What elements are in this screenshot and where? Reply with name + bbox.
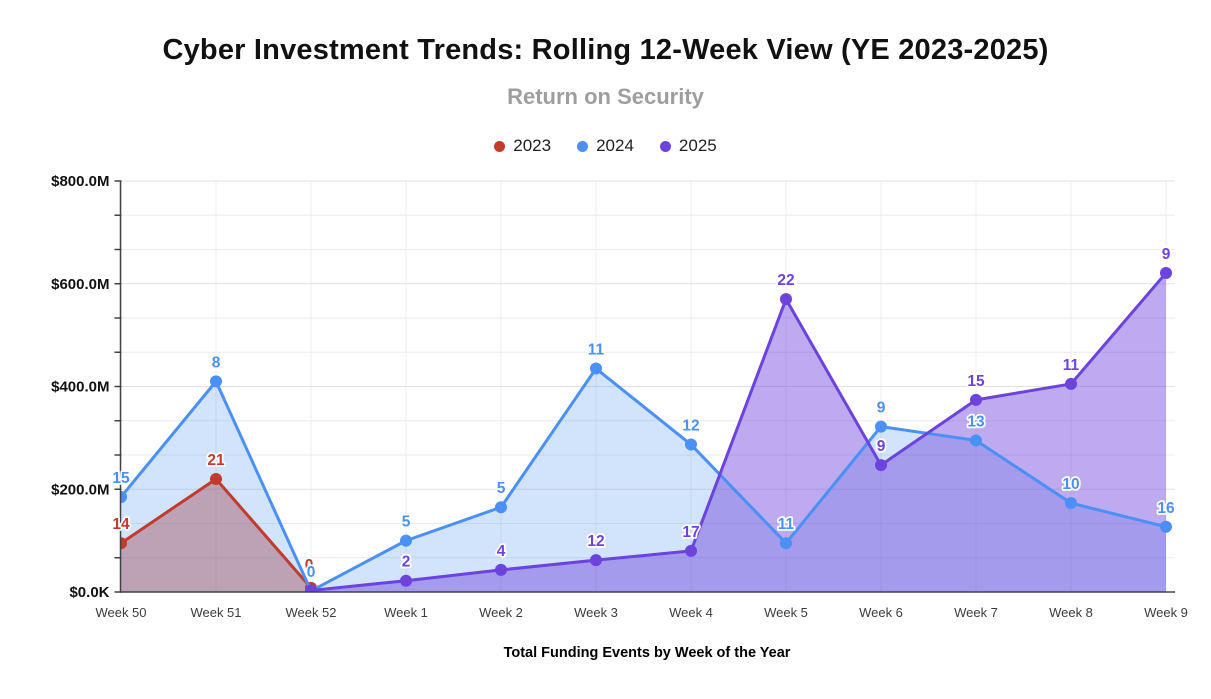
- x-tick-label: Week 8: [1049, 605, 1093, 620]
- x-tick-label: Week 52: [285, 605, 336, 620]
- data-label-2024-week-8: 10: [1062, 476, 1079, 493]
- data-point-2024-week-1: [400, 534, 412, 547]
- data-point-2025-week-8: [1065, 377, 1077, 390]
- x-tick-label: Week 6: [859, 605, 903, 620]
- legend-label-2023: 2023: [513, 136, 552, 155]
- data-point-2024-week-5: [780, 537, 792, 550]
- y-tick-label: $600.0M: [51, 276, 109, 293]
- data-label-2024-week-1: 5: [402, 514, 411, 531]
- x-tick-label: Week 50: [95, 605, 146, 620]
- data-point-2024-week-9: [1160, 520, 1172, 533]
- legend-item-2025[interactable]: 2025: [659, 136, 717, 156]
- data-label-2024-week-6: 9: [877, 400, 886, 417]
- chart-title: Cyber Investment Trends: Rolling 12-Week…: [162, 34, 1049, 66]
- data-label-2025-week-8: 11: [1063, 357, 1080, 374]
- y-tick-label: $800.0M: [51, 173, 109, 190]
- data-label-2025-week-9: 9: [1162, 246, 1171, 263]
- x-axis-title: Total Funding Events by Week of the Year: [503, 645, 791, 661]
- data-label-2025-week-7: 15: [967, 373, 985, 390]
- data-point-2024-week-3: [590, 362, 602, 375]
- data-point-2024-week-8: [1065, 497, 1077, 510]
- data-label-2023-week-50: 14: [112, 516, 130, 533]
- legend-dot-2024-icon: [577, 140, 589, 152]
- plot-area: [120, 266, 1172, 593]
- legend-label-2025: 2025: [678, 136, 717, 155]
- data-label-2025-week-4: 17: [682, 524, 699, 541]
- legend-dot-2023-icon: [494, 140, 506, 152]
- x-tick-label: Week 7: [954, 605, 998, 620]
- data-point-2025-week-4: [685, 544, 697, 557]
- data-label-2023-week-52: 0: [305, 557, 314, 574]
- y-tick-label: $200.0M: [51, 481, 109, 498]
- chart-legend: 2023 2024 2025: [0, 136, 1211, 156]
- data-label-2023-week-51: 21: [207, 452, 225, 469]
- data-point-2023-week-51: [210, 472, 222, 485]
- data-point-2025-week-1: [400, 574, 412, 587]
- data-label-2024-week-4: 12: [682, 418, 699, 435]
- data-point-2024-week-6: [875, 420, 887, 433]
- x-tick-label: Week 2: [479, 605, 523, 620]
- x-tick-label: Week 1: [384, 605, 428, 620]
- legend-dot-2025-icon: [659, 140, 671, 152]
- data-label-2025-week-1: 2: [402, 554, 411, 571]
- series-area-2025: [311, 272, 1166, 592]
- data-label-2024-week-7: 13: [967, 413, 985, 430]
- data-label-2025-week-5: 22: [777, 272, 794, 289]
- data-point-2025-week-7: [970, 393, 982, 406]
- data-point-2024-week-4: [685, 438, 697, 451]
- data-label-2024-week-50: 15: [112, 470, 130, 487]
- legend-label-2024: 2024: [596, 136, 634, 155]
- data-point-2023-week-50: [120, 537, 127, 550]
- data-label-2024-week-9: 16: [1157, 500, 1175, 517]
- data-point-2024-week-50: [120, 490, 127, 503]
- data-point-2025-week-3: [590, 554, 602, 567]
- x-tick-label: Week 4: [669, 605, 713, 620]
- data-point-2025-week-5: [780, 293, 792, 306]
- data-label-2024-week-51: 8: [212, 354, 221, 371]
- data-point-2024-week-7: [970, 434, 982, 447]
- data-point-2025-week-6: [875, 459, 887, 472]
- x-tick-label: Week 5: [764, 605, 808, 620]
- data-point-2024-week-2: [495, 501, 507, 514]
- series-area-2024: [121, 368, 1166, 592]
- series-line-2025: [309, 271, 1168, 592]
- y-tick-label: $0.0K: [69, 584, 109, 601]
- series-area-2023: [121, 478, 311, 592]
- legend-item-2023[interactable]: 2023: [494, 136, 551, 156]
- data-label-2025-week-6: 9: [877, 438, 886, 455]
- data-point-2025-week-2: [495, 563, 507, 576]
- series-line-2024: [120, 367, 1168, 593]
- data-label-2024-week-5: 11: [778, 516, 795, 533]
- data-point-2025-week-52: [305, 584, 317, 593]
- data-point-2025-week-9: [1160, 266, 1172, 279]
- legend-item-2024[interactable]: 2024: [577, 136, 634, 156]
- data-point-2024-week-51: [210, 375, 222, 388]
- x-tick-label: Week 9: [1144, 605, 1188, 620]
- data-label-2025-week-2: 4: [497, 543, 506, 560]
- y-tick-label: $400.0M: [51, 379, 109, 396]
- data-label-2024-week-52: 0: [307, 564, 316, 581]
- data-label-2024-week-2: 5: [497, 480, 506, 497]
- x-tick-label: Week 51: [190, 605, 241, 620]
- chart-subtitle: Return on Security: [507, 84, 704, 109]
- data-label-2025-week-3: 12: [587, 533, 604, 550]
- data-label-2024-week-3: 11: [588, 342, 605, 359]
- x-tick-label: Week 3: [574, 605, 618, 620]
